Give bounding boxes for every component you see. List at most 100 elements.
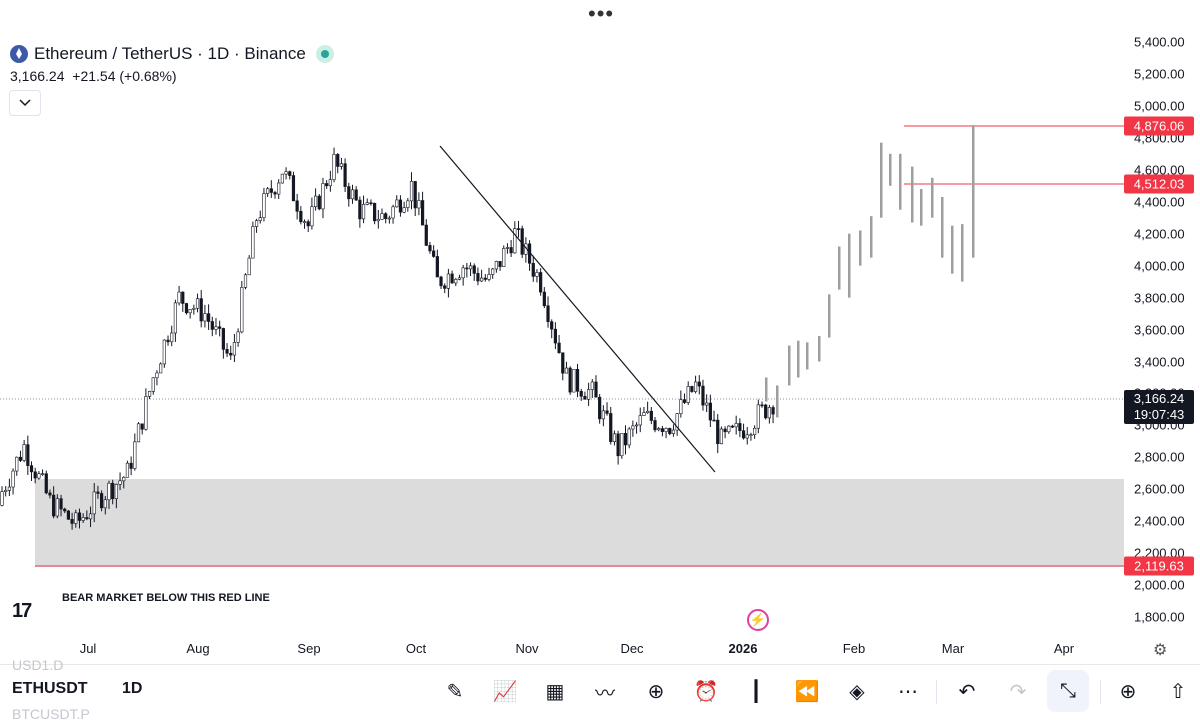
candle-body <box>465 267 469 270</box>
candle-body <box>509 247 513 254</box>
candle-body <box>92 491 96 515</box>
candle-body <box>587 389 591 400</box>
candle-body <box>100 493 104 509</box>
candle-body <box>361 204 366 220</box>
candle-body <box>627 428 631 446</box>
candle-body <box>273 192 277 195</box>
candle-body <box>166 339 170 343</box>
time-axis-tick: Aug <box>186 641 210 656</box>
faded-symbol-bottom[interactable]: BTCUSDT.P <box>12 706 90 722</box>
candle-body <box>668 428 672 434</box>
candle-body <box>546 305 550 322</box>
candle-body <box>221 328 225 350</box>
candle-body <box>373 202 377 222</box>
price-axis-tick: 4,600.00 <box>1134 162 1185 178</box>
projection-bar <box>972 125 975 258</box>
indicators-icon[interactable]: 〰 <box>595 682 615 705</box>
candle-body <box>557 342 561 354</box>
price-axis-tick: 3,600.00 <box>1134 322 1185 338</box>
candle-body <box>74 512 78 524</box>
candle-body <box>129 462 133 469</box>
candle-body <box>144 396 148 430</box>
candle-body <box>406 200 410 208</box>
candle-body <box>741 430 746 439</box>
tradingview-logo[interactable]: 17 <box>12 600 32 622</box>
exit-fullscreen-icon[interactable]: ⤡ <box>1047 670 1089 712</box>
trendline[interactable] <box>439 145 716 473</box>
candle-body <box>435 256 439 278</box>
undo-icon[interactable]: ↶ <box>958 680 976 703</box>
candle-body <box>280 173 284 184</box>
level-tag-high: 4,876.06 <box>1124 116 1194 136</box>
candle-body <box>420 200 425 226</box>
candle-body <box>107 482 111 501</box>
chart-title[interactable]: Ethereum / TetherUS · 1D · Binance <box>34 44 306 63</box>
candle-body <box>664 428 668 432</box>
add-icon[interactable]: ⊕ <box>647 680 665 703</box>
more-icon[interactable]: ⋯ <box>898 680 918 703</box>
candle-body <box>59 498 63 510</box>
layers-icon[interactable]: ◈ <box>849 680 865 703</box>
candle-body <box>291 175 296 202</box>
redo-icon[interactable]: ↷ <box>1009 680 1027 703</box>
price-chart[interactable] <box>0 0 1200 664</box>
candle-body <box>40 473 45 475</box>
symbol-selector[interactable]: ETHUSDT <box>12 680 88 697</box>
candle-body <box>609 413 613 442</box>
candle-body <box>173 302 177 334</box>
projection-bar <box>931 177 934 218</box>
candle-body <box>380 213 384 220</box>
collapse-legend-button[interactable] <box>9 90 41 116</box>
candle-body <box>446 273 451 289</box>
gear-icon[interactable]: ⚙ <box>1153 642 1168 659</box>
share-icon[interactable]: ⇧ <box>1169 680 1187 703</box>
candles-icon[interactable]: ┃ <box>749 680 763 703</box>
candle-body <box>605 410 609 414</box>
drag-handle-dots[interactable]: ••• <box>588 1 615 26</box>
candle-body <box>354 189 358 201</box>
candle-body <box>402 207 406 213</box>
candle-body <box>63 508 67 512</box>
replay-icon[interactable]: ⏪ <box>794 680 820 703</box>
candle-body <box>764 404 768 419</box>
brush-icon[interactable]: ✎ <box>446 680 464 703</box>
candle-body <box>705 402 709 406</box>
candle-body <box>682 399 687 403</box>
faded-symbol-top[interactable]: USD1.D <box>12 657 64 673</box>
candle-body <box>29 465 34 473</box>
candle-body <box>350 189 355 200</box>
alert-icon[interactable]: ⏰ <box>693 680 719 703</box>
candle-body <box>568 367 572 393</box>
candle-body <box>657 428 661 431</box>
candle-body <box>33 471 37 479</box>
projection-bar <box>828 294 831 338</box>
candle-body <box>358 199 362 220</box>
candle-body <box>247 257 251 276</box>
projection-bar <box>899 153 902 210</box>
lightning-icon[interactable]: ⚡ <box>747 609 769 631</box>
candle-body <box>505 247 510 249</box>
candle-body <box>646 410 650 413</box>
chart-annotation[interactable]: BEAR MARKET BELOW THIS RED LINE <box>62 592 270 604</box>
projection-bar <box>911 166 914 223</box>
projection-bar <box>765 377 768 402</box>
candle-body <box>336 154 340 167</box>
chart-type-icon[interactable]: 📈 <box>492 680 518 703</box>
candle-body <box>22 444 26 461</box>
last-price: 3,166.24 <box>10 68 65 84</box>
interval-selector[interactable]: 1D <box>122 680 143 697</box>
candle-body <box>317 195 321 210</box>
candle-body <box>513 228 517 254</box>
candle-body <box>214 326 218 330</box>
projection-bar <box>788 345 791 386</box>
price-axis-tick: 4,200.00 <box>1134 226 1185 242</box>
candle-body <box>140 423 144 430</box>
candle-body <box>649 410 653 421</box>
zoom-icon[interactable]: ⊕ <box>1119 680 1137 703</box>
layout-grid-icon[interactable]: ▦ <box>545 680 565 703</box>
chart-header: Ethereum / TetherUS · 1D · Binance <box>10 44 334 64</box>
candle-body <box>498 261 502 267</box>
candle-body <box>299 210 303 223</box>
time-axis-tick: Dec <box>620 641 644 656</box>
candle-body <box>325 183 329 187</box>
